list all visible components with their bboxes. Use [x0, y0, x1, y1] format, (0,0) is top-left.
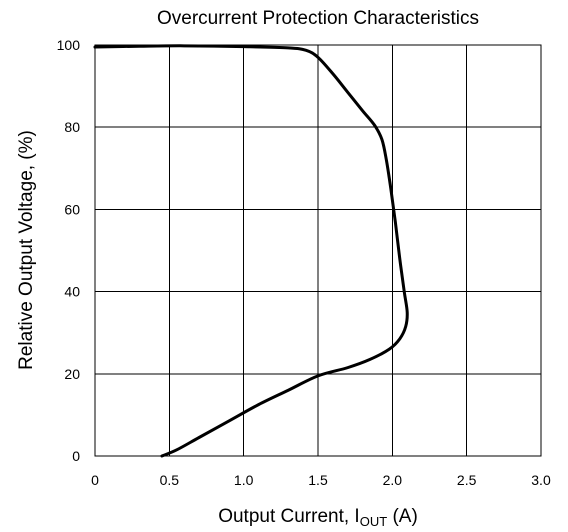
x-axis-label-suffix: (A) [387, 506, 418, 527]
tick-labels: 0 0.5 1.0 1.5 2.0 2.5 3.0 0 20 40 60 80 100 [57, 37, 551, 488]
y-tick-label: 80 [64, 119, 80, 135]
x-axis-label-subscript: OUT [360, 514, 388, 529]
x-tick-label: 2.5 [457, 472, 477, 488]
overcurrent-curve [93, 44, 409, 458]
plot-frame [94, 44, 542, 457]
y-axis-label: Relative Output Voltage, (%) [16, 130, 37, 370]
y-tick-label: 20 [64, 366, 80, 382]
y-tick-label: 60 [64, 201, 80, 217]
x-axis-label: Output Current, IOUT (A) [218, 506, 418, 529]
x-tick-label: 1.0 [234, 472, 254, 488]
x-tick-label: 3.0 [531, 472, 551, 488]
x-tick-label: 1.5 [308, 472, 328, 488]
chart-title: Overcurrent Protection Characteristics [157, 8, 479, 29]
y-tick-label: 0 [72, 448, 80, 464]
grid-lines [95, 45, 541, 456]
x-tick-label: 0 [91, 472, 99, 488]
y-tick-label: 100 [57, 37, 81, 53]
x-axis-label-main: Output Current, I [218, 506, 360, 527]
x-tick-label: 2.0 [383, 472, 403, 488]
y-tick-label: 40 [64, 284, 80, 300]
x-tick-label: 0.5 [160, 472, 180, 488]
